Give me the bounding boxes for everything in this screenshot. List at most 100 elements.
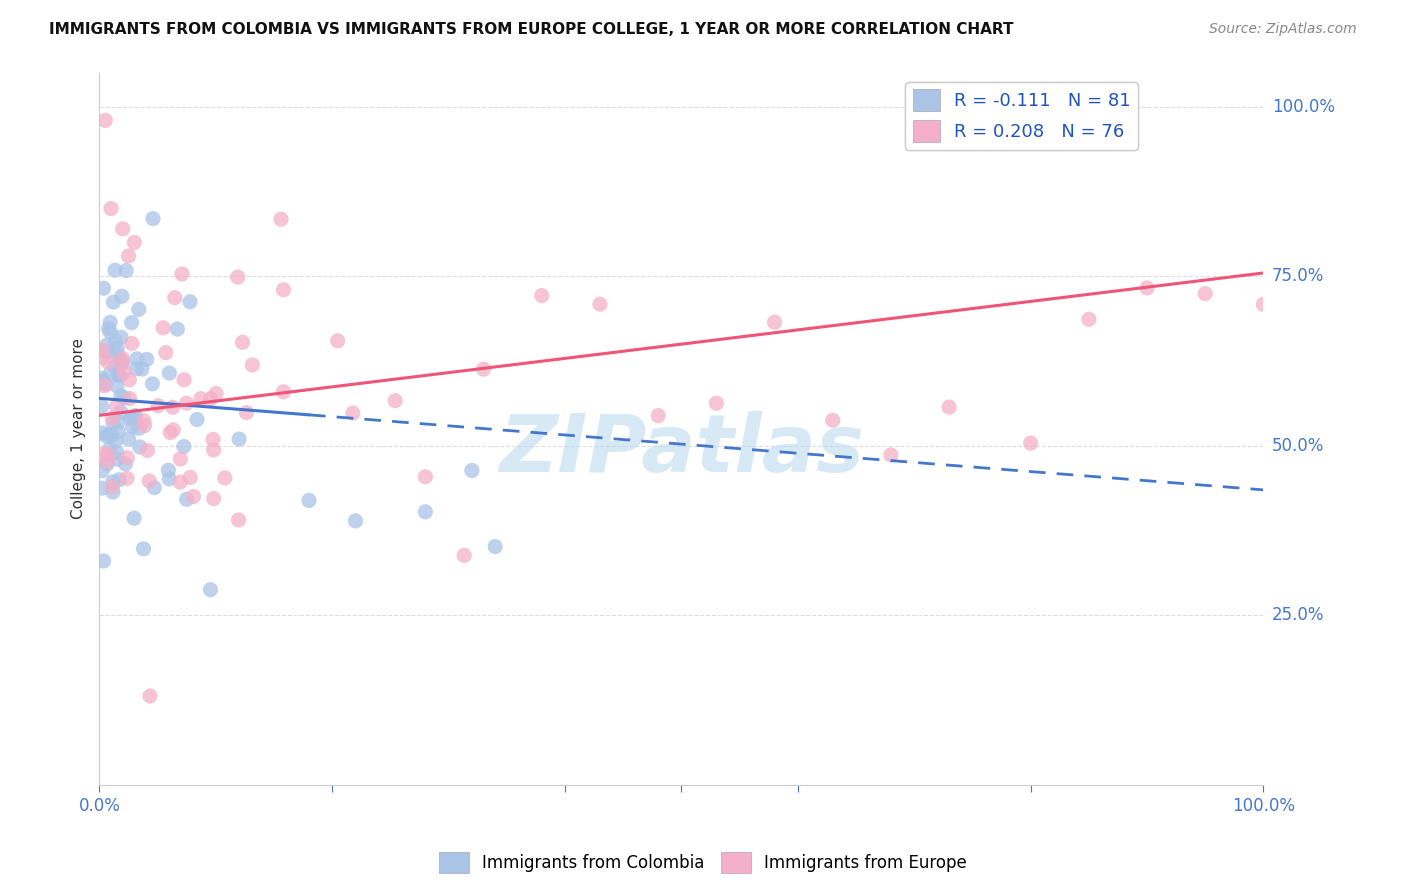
- Point: [240, 358, 263, 372]
- Point: [143, 481, 166, 495]
- Point: [141, 376, 163, 391]
- Point: [298, 493, 321, 508]
- Point: [344, 514, 367, 528]
- Point: [200, 582, 222, 597]
- Point: [228, 513, 250, 527]
- Point: [136, 443, 159, 458]
- Point: [647, 409, 669, 423]
- Point: [135, 352, 157, 367]
- Point: [93, 447, 115, 461]
- Point: [112, 391, 135, 405]
- Point: [107, 415, 129, 429]
- Point: [94, 344, 117, 359]
- Point: [138, 474, 160, 488]
- Point: [101, 428, 124, 442]
- Point: [163, 291, 186, 305]
- Point: [98, 325, 121, 339]
- Point: [589, 297, 612, 311]
- Point: [97, 448, 120, 462]
- Point: [98, 315, 121, 329]
- Point: [166, 322, 188, 336]
- Point: [97, 355, 120, 369]
- Point: [125, 361, 148, 376]
- Point: [90, 376, 112, 390]
- Point: [104, 263, 127, 277]
- Point: [93, 281, 115, 295]
- Point: [176, 492, 198, 507]
- Point: [120, 411, 142, 425]
- Point: [231, 335, 253, 350]
- Point: [530, 288, 553, 302]
- Point: [142, 211, 165, 226]
- Point: [704, 396, 727, 410]
- Point: [96, 455, 118, 469]
- Point: [105, 445, 128, 459]
- Point: [93, 379, 115, 393]
- Point: [103, 295, 125, 310]
- Point: [105, 379, 128, 393]
- Point: [273, 384, 295, 399]
- Point: [453, 549, 475, 563]
- Point: [97, 321, 120, 335]
- Point: [111, 351, 134, 366]
- Point: [415, 505, 437, 519]
- Point: [205, 386, 228, 401]
- Point: [155, 345, 177, 359]
- Text: 100.0%: 100.0%: [1272, 98, 1334, 116]
- Point: [124, 235, 146, 250]
- Point: [214, 471, 236, 485]
- Point: [111, 357, 134, 371]
- Point: [105, 400, 128, 414]
- Point: [128, 421, 150, 435]
- Text: 25.0%: 25.0%: [1272, 607, 1324, 624]
- Point: [96, 457, 118, 471]
- Point: [110, 330, 132, 344]
- Point: [179, 294, 201, 309]
- Point: [112, 365, 135, 379]
- Point: [90, 481, 112, 495]
- Point: [91, 343, 114, 357]
- Point: [110, 389, 132, 403]
- Point: [128, 440, 150, 454]
- Point: [93, 554, 115, 568]
- Point: [125, 351, 148, 366]
- Point: [122, 511, 145, 525]
- Point: [117, 249, 139, 263]
- Point: [111, 222, 134, 236]
- Point: [101, 416, 124, 430]
- Point: [108, 369, 131, 384]
- Text: IMMIGRANTS FROM COLOMBIA VS IMMIGRANTS FROM EUROPE COLLEGE, 1 YEAR OR MORE CORRE: IMMIGRANTS FROM COLOMBIA VS IMMIGRANTS F…: [49, 22, 1014, 37]
- Point: [763, 315, 786, 329]
- Point: [461, 463, 484, 477]
- Point: [104, 434, 127, 449]
- Point: [162, 423, 184, 437]
- Text: 50.0%: 50.0%: [1272, 437, 1324, 455]
- Point: [115, 471, 138, 485]
- Point: [1077, 312, 1099, 326]
- Point: [118, 373, 141, 387]
- Point: [157, 472, 180, 486]
- Text: Source: ZipAtlas.com: Source: ZipAtlas.com: [1209, 22, 1357, 37]
- Y-axis label: College, 1 year or more: College, 1 year or more: [72, 338, 86, 519]
- Point: [121, 409, 143, 424]
- Point: [100, 202, 122, 216]
- Point: [159, 425, 181, 440]
- Point: [94, 376, 117, 391]
- Point: [162, 401, 184, 415]
- Point: [176, 396, 198, 410]
- Point: [1194, 286, 1216, 301]
- Point: [326, 334, 349, 348]
- Point: [821, 413, 844, 427]
- Point: [98, 442, 121, 457]
- Point: [124, 409, 146, 423]
- Point: [134, 418, 156, 433]
- Point: [484, 540, 506, 554]
- Point: [132, 541, 155, 556]
- Point: [190, 392, 212, 406]
- Point: [105, 342, 128, 356]
- Point: [226, 270, 249, 285]
- Point: [415, 470, 437, 484]
- Point: [118, 392, 141, 406]
- Text: 75.0%: 75.0%: [1272, 268, 1324, 285]
- Point: [183, 490, 205, 504]
